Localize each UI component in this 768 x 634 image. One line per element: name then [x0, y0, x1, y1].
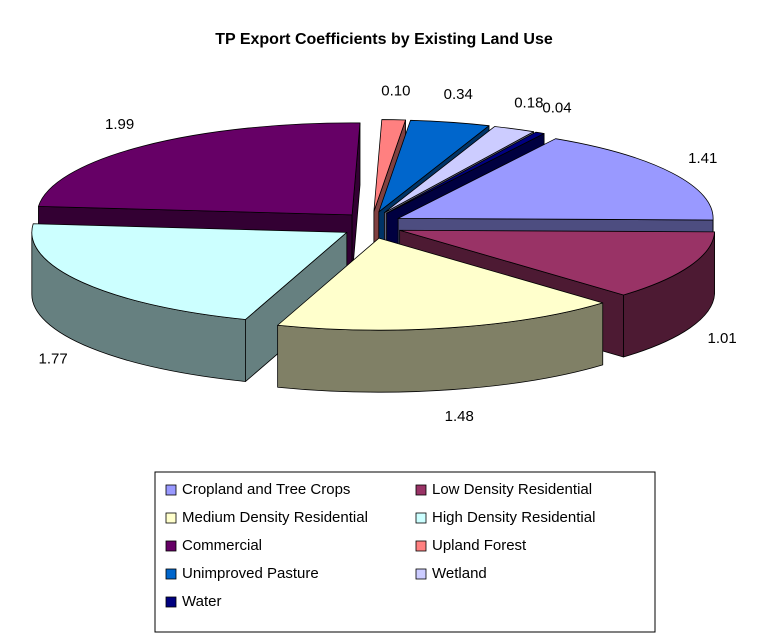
- data-label: 0.18: [514, 94, 543, 111]
- legend-swatch: [165, 512, 177, 524]
- legend-label: High Density Residential: [432, 509, 595, 526]
- legend-label: Wetland: [432, 565, 487, 582]
- data-label: 1.41: [688, 150, 717, 167]
- legend-label: Cropland and Tree Crops: [182, 481, 350, 498]
- slice-top: [373, 119, 406, 212]
- legend-swatch: [165, 540, 177, 552]
- legend-box: [154, 471, 656, 633]
- slice-top: [31, 223, 348, 320]
- legend-swatch: [165, 596, 177, 608]
- legend-label: Commercial: [182, 537, 262, 554]
- chart-title: TP Export Coefficients by Existing Land …: [215, 31, 553, 48]
- data-label: 1.99: [105, 116, 134, 133]
- legend-swatch: [165, 484, 177, 496]
- data-label: 0.34: [444, 86, 473, 103]
- legend-swatch: [415, 484, 427, 496]
- pie-slice: [277, 237, 604, 393]
- slice-top: [378, 119, 490, 213]
- legend-label: Upland Forest: [432, 537, 527, 554]
- legend-swatch: [415, 568, 427, 580]
- slice-top: [38, 122, 361, 216]
- legend-label: Low Density Residential: [432, 481, 592, 498]
- legend-swatch: [165, 568, 177, 580]
- data-label: 0.10: [381, 83, 410, 100]
- slice-top: [386, 131, 545, 214]
- data-label: 1.77: [39, 351, 68, 368]
- legend-swatch: [415, 540, 427, 552]
- pie-slice: [31, 223, 348, 382]
- data-label: 1.01: [708, 330, 737, 347]
- slice-top: [397, 138, 714, 221]
- slice-top: [383, 126, 534, 214]
- legend-label: Water: [182, 593, 221, 610]
- slice-top: [399, 229, 715, 296]
- data-label: 0.04: [542, 99, 571, 116]
- legend-label: Unimproved Pasture: [182, 565, 319, 582]
- data-label: 1.48: [445, 408, 474, 425]
- legend-swatch: [415, 512, 427, 524]
- legend-label: Medium Density Residential: [182, 509, 368, 526]
- slice-top: [277, 237, 604, 331]
